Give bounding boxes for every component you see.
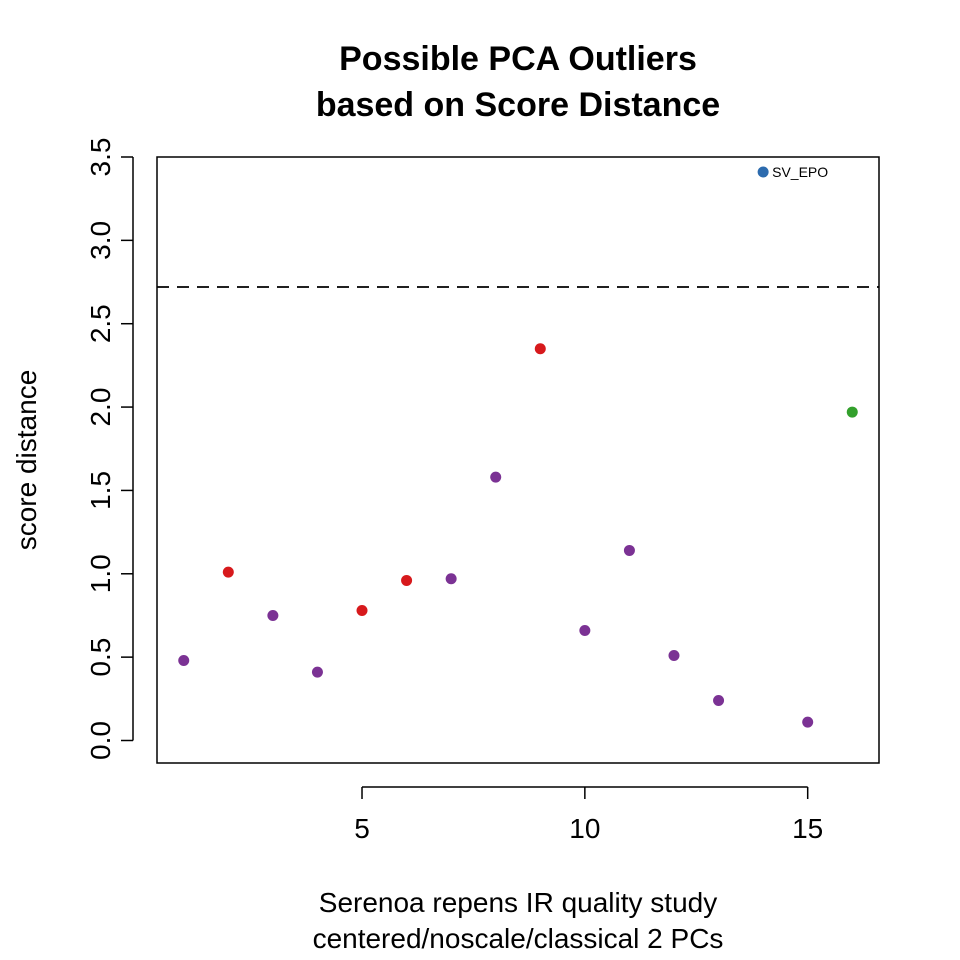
x-axis-label-line-1: Serenoa repens IR quality study	[319, 887, 717, 918]
data-point	[757, 166, 769, 178]
x-tick-label: 15	[792, 813, 823, 844]
x-tick-label: 10	[569, 813, 600, 844]
data-point	[356, 604, 368, 616]
y-tick-label: 0.0	[85, 721, 116, 760]
x-axis: 5 10 15	[354, 786, 823, 844]
data-point	[623, 544, 635, 556]
data-points: SV_EPO	[178, 164, 858, 728]
data-point	[178, 654, 190, 666]
data-point	[846, 406, 858, 418]
data-point	[445, 573, 457, 585]
data-point	[534, 343, 546, 355]
x-tick-label: 5	[354, 813, 370, 844]
y-tick-label: 1.0	[85, 554, 116, 593]
y-axis-label: score distance	[11, 370, 42, 551]
data-point	[802, 716, 814, 728]
data-point	[490, 471, 502, 483]
y-axis: 0.0 0.5 1.0 1.5 2.0 2.5 3.0 3.5	[85, 138, 134, 760]
x-axis-label-line-2: centered/noscale/classical 2 PCs	[313, 923, 724, 954]
chart-title-line-1: Possible PCA Outliers	[339, 40, 697, 78]
data-point	[401, 574, 413, 586]
chart-title-line-2: based on Score Distance	[316, 86, 720, 124]
data-point	[311, 666, 323, 678]
plot-frame	[156, 156, 880, 764]
y-tick-label: 0.5	[85, 638, 116, 677]
y-tick-label: 3.5	[85, 138, 116, 177]
y-tick-label: 2.0	[85, 388, 116, 427]
data-point	[222, 566, 234, 578]
data-point	[668, 649, 680, 661]
data-point	[267, 609, 279, 621]
y-tick-label: 3.0	[85, 221, 116, 260]
y-tick-label: 2.5	[85, 304, 116, 343]
data-point	[579, 624, 591, 636]
y-tick-label: 1.5	[85, 471, 116, 510]
data-point-label: SV_EPO	[772, 164, 828, 180]
data-point	[713, 694, 725, 706]
